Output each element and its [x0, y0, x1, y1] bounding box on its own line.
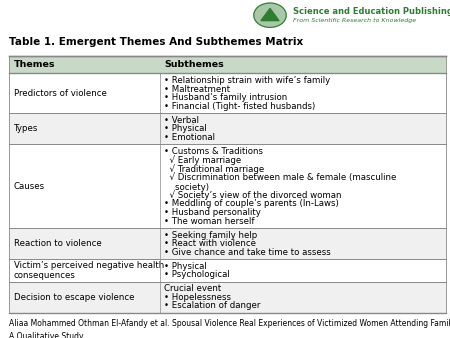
Text: • Hopelessness: • Hopelessness — [164, 293, 231, 302]
Text: Predictors of violence: Predictors of violence — [14, 89, 106, 98]
FancyBboxPatch shape — [9, 144, 446, 228]
FancyBboxPatch shape — [9, 282, 446, 313]
Text: • Husband’s family intrusion: • Husband’s family intrusion — [164, 93, 288, 102]
Text: Subthemes: Subthemes — [164, 60, 224, 69]
Text: • Physical: • Physical — [164, 124, 207, 134]
Text: • Meddling of couple’s parents (In-Laws): • Meddling of couple’s parents (In-Laws) — [164, 199, 339, 209]
Text: • Physical: • Physical — [164, 262, 207, 271]
Text: √ Society’s view of the divorced woman: √ Society’s view of the divorced woman — [164, 191, 342, 200]
Text: Victim’s perceived negative health
consequences: Victim’s perceived negative health conse… — [14, 261, 164, 280]
FancyBboxPatch shape — [9, 73, 446, 113]
FancyBboxPatch shape — [9, 259, 446, 282]
Text: • Seeking family help: • Seeking family help — [164, 231, 257, 240]
Text: Science and Education Publishing: Science and Education Publishing — [293, 7, 450, 16]
Text: Types: Types — [14, 124, 38, 133]
Text: • Emotional: • Emotional — [164, 133, 215, 142]
Text: A Qualitative Study.: A Qualitative Study. — [9, 332, 85, 338]
Text: • The woman herself: • The woman herself — [164, 217, 255, 226]
Circle shape — [254, 3, 286, 27]
Text: • Give chance and take time to assess: • Give chance and take time to assess — [164, 248, 331, 257]
FancyBboxPatch shape — [9, 56, 446, 73]
FancyBboxPatch shape — [9, 113, 446, 144]
FancyBboxPatch shape — [9, 228, 446, 259]
Text: • React with violence: • React with violence — [164, 239, 256, 248]
Text: • Verbal: • Verbal — [164, 116, 199, 125]
Text: √ Traditional marriage: √ Traditional marriage — [164, 164, 265, 174]
Text: Table 1. Emergent Themes And Subthemes Matrix: Table 1. Emergent Themes And Subthemes M… — [9, 37, 303, 47]
Text: √ Early marriage: √ Early marriage — [164, 155, 242, 165]
Text: Aliaa Mohammed Othman El-Afandy et al. Spousal Violence Real Experiences of Vict: Aliaa Mohammed Othman El-Afandy et al. S… — [9, 319, 450, 328]
Text: • Financial (Tight- fisted husbands): • Financial (Tight- fisted husbands) — [164, 102, 315, 111]
Text: • Relationship strain with wife’s family: • Relationship strain with wife’s family — [164, 76, 330, 85]
Polygon shape — [261, 8, 279, 21]
Text: Crucial event: Crucial event — [164, 284, 221, 293]
Text: From Scientific Research to Knowledge: From Scientific Research to Knowledge — [293, 18, 416, 23]
Text: • Husband personality: • Husband personality — [164, 208, 261, 217]
Text: • Customs & Traditions: • Customs & Traditions — [164, 147, 263, 156]
Text: • Psychological: • Psychological — [164, 270, 230, 280]
Text: • Maltreatment: • Maltreatment — [164, 84, 230, 94]
Text: Causes: Causes — [14, 182, 45, 191]
Text: Themes: Themes — [14, 60, 55, 69]
Text: Decision to escape violence: Decision to escape violence — [14, 293, 134, 301]
Text: • Escalation of danger: • Escalation of danger — [164, 301, 261, 311]
Text: Reaction to violence: Reaction to violence — [14, 239, 101, 248]
Text: √ Discrimination between male & female (masculine
    society): √ Discrimination between male & female (… — [164, 173, 396, 192]
